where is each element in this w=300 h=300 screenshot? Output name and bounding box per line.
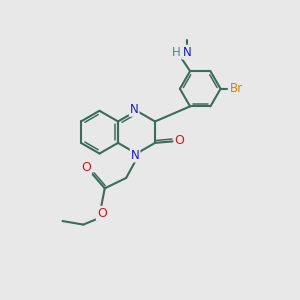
Text: O: O: [81, 161, 91, 174]
Text: O: O: [97, 207, 107, 220]
Text: N: N: [183, 46, 191, 59]
Text: H: H: [172, 46, 181, 59]
Text: N: N: [131, 148, 140, 162]
Text: O: O: [175, 134, 184, 147]
Text: N: N: [130, 103, 139, 116]
Text: Br: Br: [230, 82, 243, 95]
